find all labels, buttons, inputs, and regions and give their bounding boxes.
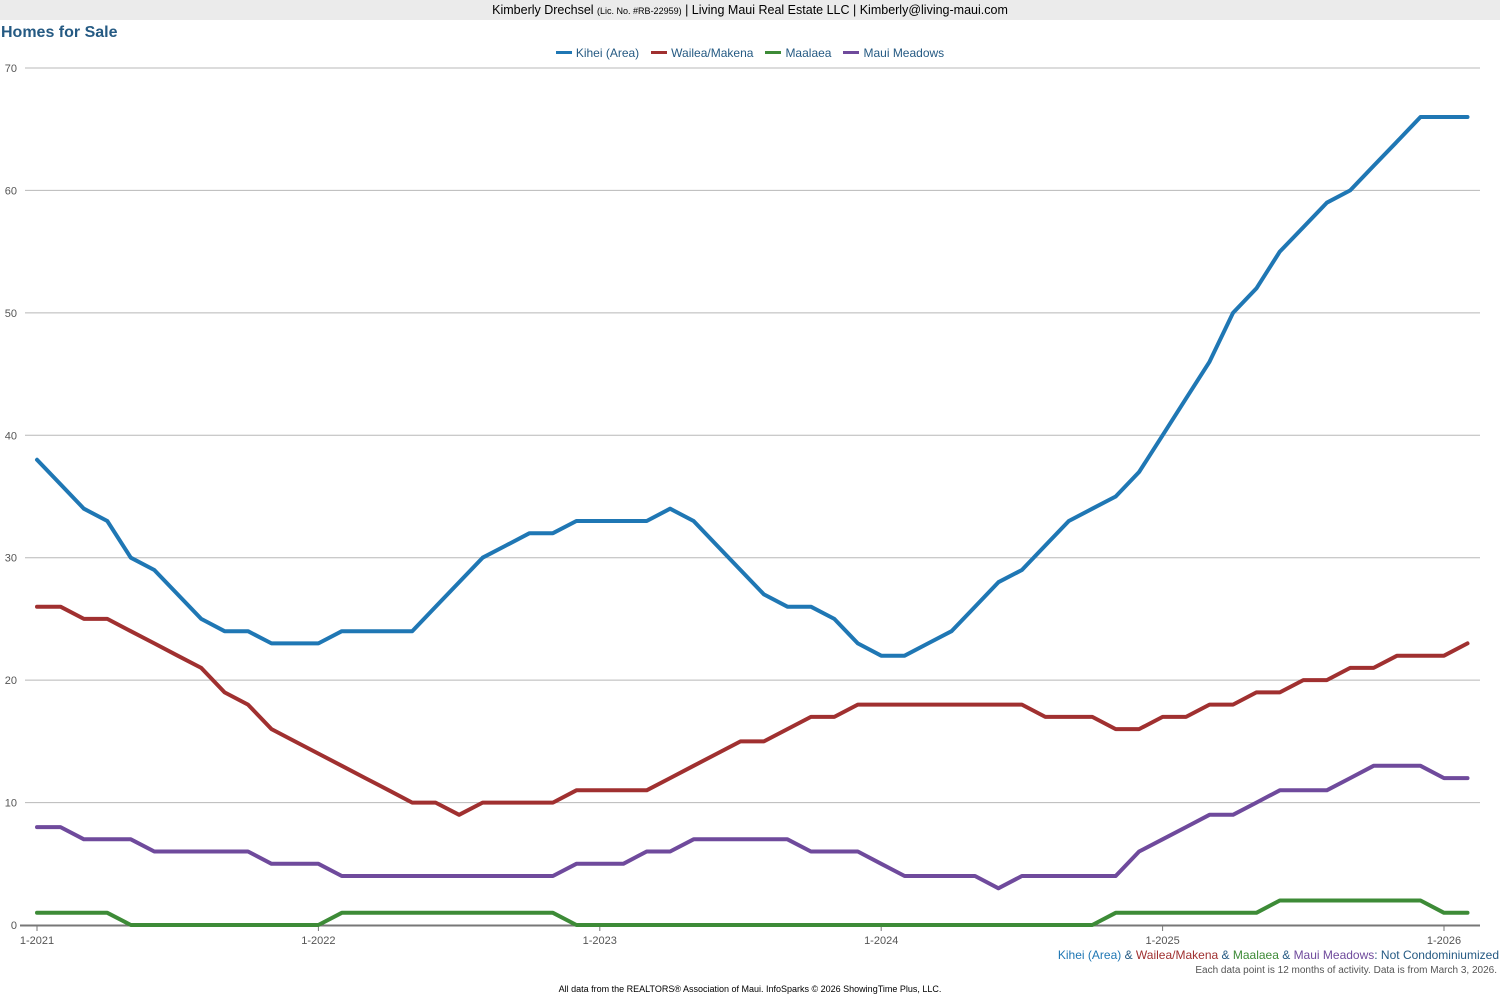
report-header: Kimberly Drechsel (Lic. No. #RB-22959) |…	[0, 0, 1500, 20]
y-tick-label: 20	[5, 675, 17, 687]
caption-part: Wailea/Makena	[1135, 948, 1219, 962]
y-tick-label: 50	[5, 308, 17, 320]
caption-part: Maalaea	[1232, 948, 1279, 962]
x-tick-label: 1-2024	[864, 935, 898, 947]
legend-swatch	[555, 51, 572, 55]
caption-part: Kihei (Area)	[1057, 948, 1122, 962]
x-tick-label: 1-2021	[20, 935, 54, 947]
legend-swatch	[843, 51, 860, 55]
legend-item[interactable]: Wailea/Makena	[651, 46, 753, 60]
x-tick-label: 1-2023	[583, 935, 617, 947]
x-tick-label: 1-2022	[301, 935, 335, 947]
y-tick-label: 10	[5, 798, 17, 810]
x-tick-label: 1-2026	[1427, 935, 1461, 947]
legend-label: Wailea/Makena	[671, 46, 754, 60]
caption-part: Maui Meadows	[1293, 948, 1375, 962]
series-line	[35, 763, 1470, 891]
caption-part: &	[1121, 948, 1136, 962]
caption-part: &	[1218, 948, 1233, 962]
agency-contact: | Living Maui Real Estate LLC | Kimberly…	[685, 3, 1008, 17]
chart-legend: Kihei (Area) Wailea/Makena Maalaea Maui Mea…	[0, 46, 1500, 60]
chart-title: Homes for Sale	[1, 24, 118, 41]
y-tick-label: 0	[11, 920, 17, 932]
chart-caption: Kihei (Area) & Wailea/Makena & Maalaea &…	[1058, 948, 1499, 962]
legend-item[interactable]: Maalaea	[765, 46, 831, 60]
caption-part: &	[1278, 948, 1294, 962]
legend-label: Maalaea	[785, 46, 832, 60]
x-tick-label: 1-2025	[1145, 935, 1179, 947]
data-source-footer: All data from the REALTORS® Association …	[558, 984, 942, 994]
legend-item[interactable]: Maui Meadows	[843, 46, 944, 60]
series-line	[35, 604, 1470, 817]
agent-name: Kimberly Drechsel	[492, 3, 594, 17]
series-line	[35, 898, 1470, 927]
caption-part: : Not Condominiumized	[1374, 948, 1499, 962]
legend-label: Kihei (Area)	[575, 46, 640, 60]
y-tick-label: 40	[5, 430, 17, 442]
legend-swatch	[765, 51, 782, 55]
data-note: Each data point is 12 months of activity…	[1195, 965, 1497, 976]
legend-swatch	[651, 51, 668, 55]
y-tick-label: 70	[5, 63, 17, 75]
legend-label: Maui Meadows	[863, 46, 945, 60]
y-tick-label: 60	[5, 185, 17, 197]
legend-item[interactable]: Kihei (Area)	[555, 46, 640, 60]
y-tick-label: 30	[5, 553, 17, 565]
license-number: (Lic. No. #RB-22959)	[597, 6, 682, 16]
series-line	[35, 115, 1470, 658]
